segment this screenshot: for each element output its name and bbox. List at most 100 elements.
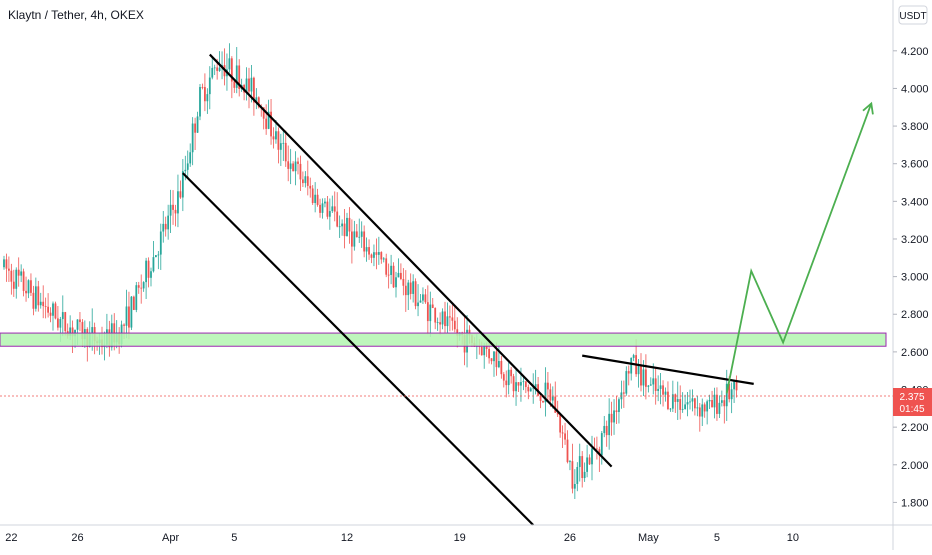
candle-body — [652, 378, 655, 385]
candle-body — [498, 361, 500, 368]
candle-body — [520, 382, 522, 386]
candle-body — [69, 327, 72, 336]
candle-body — [576, 467, 579, 485]
candle-body — [559, 414, 562, 433]
candle-body — [174, 209, 177, 214]
candle-body — [368, 247, 370, 255]
candle-body — [238, 65, 241, 89]
candle-body — [703, 404, 706, 412]
candle-body — [637, 364, 640, 375]
candle-body — [507, 369, 510, 386]
candle-body — [204, 87, 206, 102]
candle-body — [213, 67, 216, 69]
candle-body — [691, 398, 694, 402]
candle-body — [711, 400, 713, 408]
candle-body — [618, 399, 620, 413]
candle-body — [44, 306, 47, 307]
candle-body — [130, 296, 133, 328]
candle-body — [674, 394, 677, 402]
candle-body — [157, 254, 160, 256]
candle-body — [255, 97, 258, 103]
candle-body — [289, 163, 292, 169]
candle-body — [603, 425, 606, 434]
candle-body — [145, 260, 147, 283]
candle-body — [662, 385, 664, 395]
candle-body — [49, 312, 52, 316]
candle-body — [328, 211, 331, 217]
candle-body — [54, 303, 57, 319]
candle-body — [370, 254, 373, 258]
x-axis: 22 26 Apr 5 12 19 26 May 5 10 — [5, 532, 799, 544]
candle-body — [515, 382, 517, 392]
candle-body — [270, 111, 272, 137]
candle-body — [564, 433, 566, 440]
candle-body — [718, 402, 721, 414]
candle-body — [147, 260, 150, 278]
candle-body — [230, 58, 233, 82]
candle-body — [172, 204, 174, 210]
candle-body — [439, 322, 441, 325]
candle-body — [3, 259, 5, 268]
candle-body — [17, 269, 20, 276]
candle-body — [571, 461, 574, 489]
candle-body — [316, 194, 319, 205]
candle-body — [150, 271, 152, 278]
candle-body — [309, 185, 312, 189]
candle-body — [529, 388, 532, 392]
candle-body — [608, 413, 611, 436]
candle-body — [159, 231, 162, 255]
candle-body — [645, 369, 647, 387]
support-zone-layer — [0, 332, 887, 347]
trendline[interactable] — [182, 172, 534, 526]
candle-body — [630, 357, 633, 374]
candle-body — [167, 215, 170, 230]
candle-body — [522, 381, 525, 383]
candle-body — [578, 456, 581, 468]
projection-path[interactable] — [725, 103, 873, 394]
candle-body — [253, 77, 255, 103]
candle-body — [588, 457, 591, 465]
candle-body — [412, 281, 415, 294]
candle-body — [321, 203, 324, 213]
candle-body — [713, 394, 716, 408]
x-tick-label: 19 — [454, 532, 466, 544]
x-tick-label: 22 — [5, 532, 17, 544]
x-tick-label: 12 — [341, 532, 353, 544]
candle-body — [679, 399, 682, 410]
candle-body — [59, 319, 62, 328]
y-tick-label: 2.600 — [901, 347, 929, 359]
candle-body — [191, 123, 194, 153]
candle-body — [235, 65, 238, 88]
candle-body — [199, 87, 201, 117]
candle-body — [610, 413, 613, 423]
candle-body — [8, 268, 10, 271]
candle-body — [554, 396, 557, 413]
trendline[interactable] — [209, 53, 613, 468]
y-tick-label: 4.000 — [901, 83, 929, 95]
candle-body — [640, 364, 642, 386]
candle-body — [667, 391, 669, 410]
candle-body — [358, 236, 361, 238]
y-tick-label: 2.800 — [901, 309, 929, 321]
candle-body — [583, 471, 586, 479]
candle-body — [39, 301, 42, 306]
currency-button[interactable] — [898, 5, 928, 25]
candle-body — [37, 286, 40, 306]
support-zone[interactable] — [0, 332, 887, 347]
candle-body — [387, 274, 390, 276]
candle-body — [706, 401, 709, 412]
candle-body — [277, 131, 280, 150]
candle-body — [326, 201, 329, 217]
trendline[interactable] — [582, 354, 754, 385]
candle-body — [446, 316, 449, 327]
candle-body — [275, 131, 277, 140]
candle-body — [257, 97, 260, 108]
candle-body — [664, 391, 667, 395]
candle-body — [436, 322, 439, 323]
candle-body — [414, 281, 417, 307]
candle-body — [669, 408, 672, 410]
trendlines-layer — [182, 53, 754, 526]
candle-body — [272, 136, 275, 140]
candle-body — [57, 318, 59, 328]
